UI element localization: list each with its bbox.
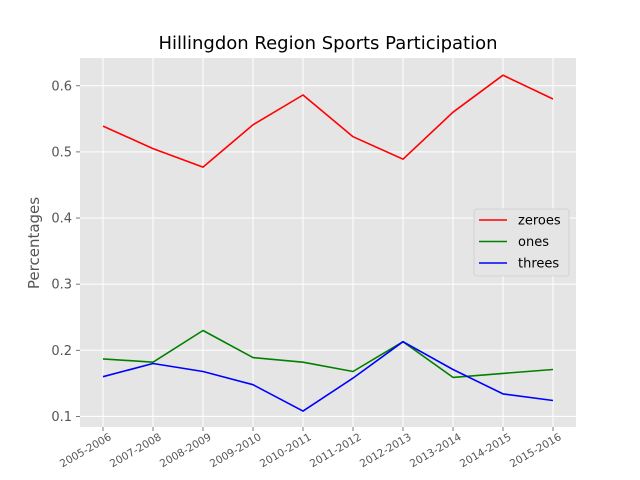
series-line-zeroes [102,74,554,168]
y-tick-label: 0.6 [51,79,72,94]
x-tick-label: 2013-2014 [408,431,464,470]
legend-label-zeroes: zeroes [518,214,561,229]
y-tick-label: 0.2 [51,344,72,359]
x-tick-label: 2009-2010 [208,431,264,470]
x-tick-label: 2010-2011 [258,431,314,470]
chart-title: Hillingdon Region Sports Participation [158,33,497,54]
y-tick-label: 0.3 [51,278,72,293]
x-tick-label: 2015-2016 [508,431,564,470]
legend: zeroes ones threes [473,208,570,277]
x-tick-label: 2007-2008 [108,431,164,470]
x-tick-label: 2005-2006 [58,431,114,470]
x-tick-label: 2011-2012 [308,431,364,470]
y-tick-label: 0.1 [51,410,72,425]
series-lines [102,74,554,412]
legend-label-threes: threes [518,257,559,272]
y-tick-label: 0.5 [51,145,72,160]
x-tick-label: 2012-2013 [358,431,414,470]
legend-label-ones: ones [518,235,549,250]
y-tick-label: 0.4 [51,212,72,227]
x-tick-label: 2008-2009 [158,431,214,470]
x-tick-label: 2014-2015 [458,431,514,470]
y-axis-label: Percentages [25,197,43,289]
legend-box [473,208,570,277]
series-line-ones [102,329,554,379]
series-line-threes [102,340,554,412]
